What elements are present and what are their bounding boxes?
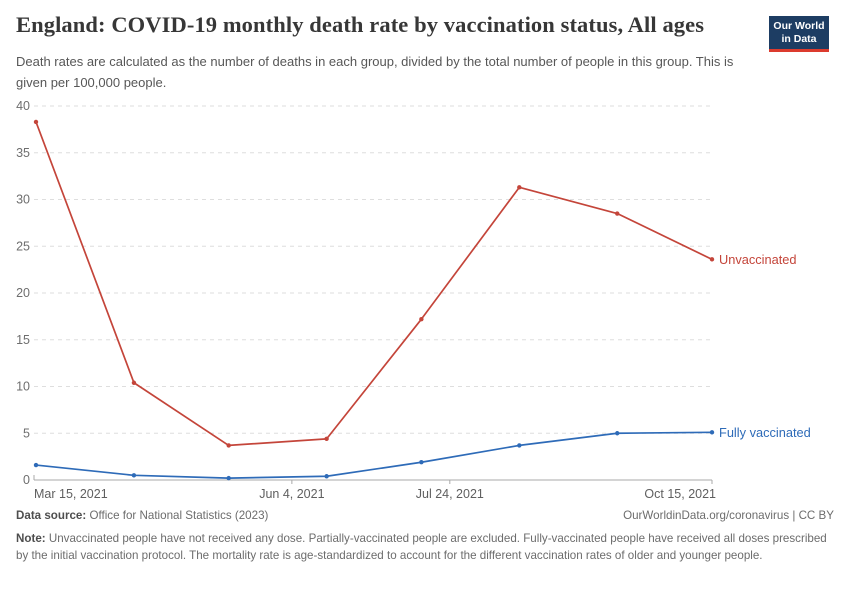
data-point-fully-vaccinated[interactable] bbox=[709, 430, 715, 435]
owid-logo-line2: in Data bbox=[781, 32, 817, 45]
y-tick-label: 10 bbox=[16, 380, 30, 394]
data-point-fully-vaccinated[interactable] bbox=[419, 460, 424, 465]
x-tick-label: Jul 24, 2021 bbox=[416, 487, 484, 501]
series-line-unvaccinated[interactable] bbox=[35, 121, 713, 447]
data-point-fully-vaccinated[interactable] bbox=[33, 462, 39, 468]
data-point-unvaccinated[interactable] bbox=[226, 443, 231, 448]
note-text: Unvaccinated people have not received an… bbox=[16, 532, 827, 562]
page-title: England: COVID-19 monthly death rate by … bbox=[16, 12, 705, 37]
x-tick-label: Mar 15, 2021 bbox=[34, 487, 108, 501]
y-tick-label: 20 bbox=[16, 286, 30, 300]
chart-footer: Data source: Office for National Statist… bbox=[16, 509, 834, 565]
y-tick-label: 30 bbox=[16, 193, 30, 207]
data-point-unvaccinated[interactable] bbox=[33, 119, 39, 125]
attribution-link[interactable]: OurWorldinData.org/coronavirus | CC BY bbox=[623, 509, 834, 522]
y-tick-label: 25 bbox=[16, 239, 30, 253]
note-label: Note: bbox=[16, 532, 46, 545]
data-source-text: Office for National Statistics (2023) bbox=[89, 509, 269, 522]
data-point-unvaccinated[interactable] bbox=[324, 436, 329, 442]
note-row: Note: Unvaccinated people have not recei… bbox=[16, 531, 834, 565]
data-point-unvaccinated[interactable] bbox=[615, 211, 620, 216]
chart-subtitle: Death rates are calculated as the number… bbox=[16, 54, 734, 90]
data-point-fully-vaccinated[interactable] bbox=[226, 475, 231, 481]
data-point-unvaccinated[interactable] bbox=[419, 316, 424, 322]
data-source: Data source: Office for National Statist… bbox=[16, 509, 268, 522]
line-chart: 0 5 10 15 20 25 30 35 40 Mar 15, 2021 Jun 4, 2021 J… bbox=[16, 99, 811, 501]
data-point-unvaccinated[interactable] bbox=[131, 380, 137, 385]
owid-logo[interactable]: Our World in Data bbox=[769, 16, 829, 52]
owid-logo-line1: Our World bbox=[773, 19, 825, 32]
source-row: Data source: Office for National Statist… bbox=[16, 509, 834, 522]
data-point-fully-vaccinated[interactable] bbox=[517, 443, 522, 448]
y-tick-label: 40 bbox=[16, 99, 30, 113]
x-tick-label: Oct 15, 2021 bbox=[644, 487, 716, 501]
data-point-unvaccinated[interactable] bbox=[709, 257, 715, 262]
data-point-fully-vaccinated[interactable] bbox=[324, 474, 329, 479]
y-tick-label: 35 bbox=[16, 146, 30, 160]
data-point-fully-vaccinated[interactable] bbox=[131, 473, 137, 478]
data-source-label: Data source: bbox=[16, 509, 87, 522]
series-label-unvaccinated[interactable]: Unvaccinated bbox=[719, 252, 797, 267]
y-tick-label: 15 bbox=[16, 333, 30, 347]
data-point-fully-vaccinated[interactable] bbox=[615, 431, 620, 436]
y-tick-label: 0 bbox=[23, 473, 30, 487]
data-point-unvaccinated[interactable] bbox=[517, 185, 522, 190]
series-label-fully-vaccinated[interactable]: Fully vaccinated bbox=[719, 425, 811, 440]
series-line-fully-vaccinated[interactable] bbox=[35, 431, 713, 479]
x-tick-label: Jun 4, 2021 bbox=[259, 487, 324, 501]
y-tick-label: 5 bbox=[23, 426, 30, 440]
